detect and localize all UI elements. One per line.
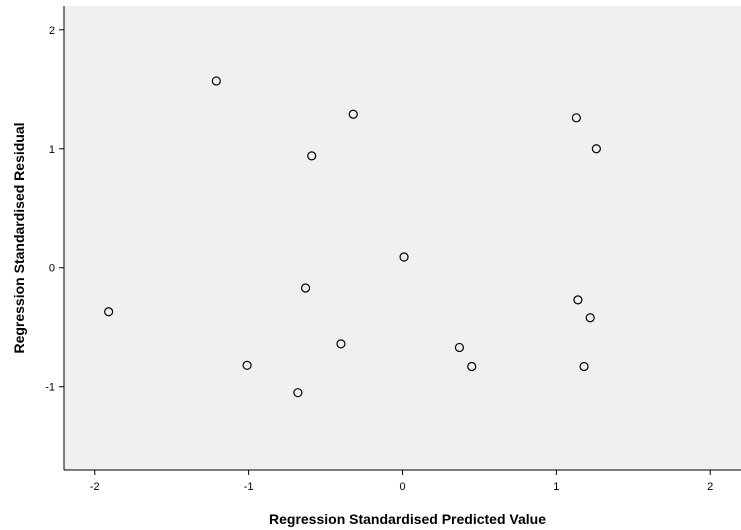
data-point (348, 109, 358, 119)
x-tick-label: -2 (90, 481, 100, 493)
x-tick-label: 0 (399, 481, 405, 493)
data-point (104, 307, 114, 317)
x-tick-label: 2 (707, 481, 713, 493)
y-tick-label: 0 (49, 263, 55, 275)
data-point (293, 388, 303, 398)
y-tick-label: 2 (49, 25, 55, 37)
x-tick-label: -1 (244, 481, 254, 493)
tick-group: -2 -1 0 1 2 -1 0 1 2 (45, 25, 713, 493)
data-point (300, 283, 311, 293)
y-tick-label: 1 (49, 144, 55, 156)
data-point (573, 295, 583, 305)
data-point (307, 151, 317, 161)
data-points (104, 76, 601, 398)
data-point (467, 361, 477, 372)
data-point (454, 342, 465, 353)
x-tick-label: 1 (553, 481, 559, 493)
x-axis-title: Regression Standardised Predicted Value (269, 511, 546, 527)
data-point (585, 313, 595, 323)
data-point (336, 339, 346, 349)
data-point (399, 252, 409, 262)
data-point (571, 113, 581, 123)
data-point (242, 360, 252, 370)
y-tick-label: -1 (45, 382, 55, 394)
plot-area (64, 6, 741, 470)
y-axis-title: Regression Standardised Residual (11, 122, 27, 353)
data-point (211, 76, 221, 86)
data-point (591, 144, 601, 154)
data-point (579, 361, 589, 372)
